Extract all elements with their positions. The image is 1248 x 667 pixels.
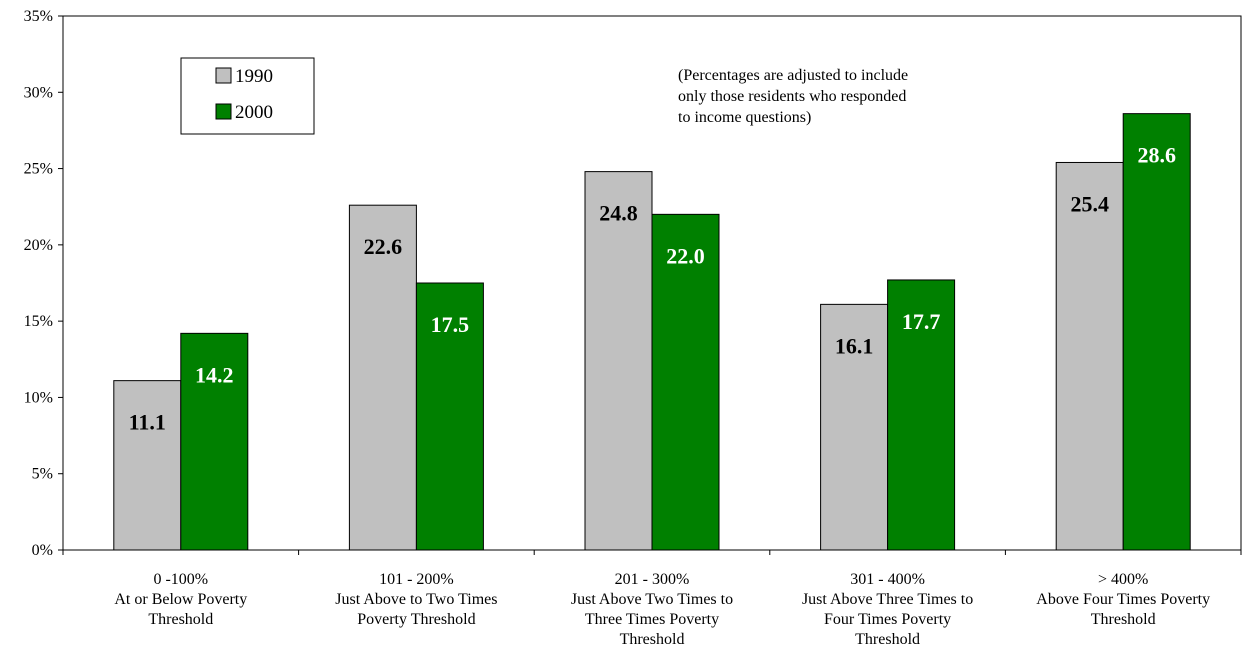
- category-label-line: Threshold: [1091, 611, 1156, 628]
- legend-swatch: [215, 103, 232, 120]
- category-label-line: At or Below Poverty: [114, 591, 247, 608]
- value-label-2000: 22.0: [666, 243, 705, 268]
- y-axis: 0% 5% 10% 15% 20% 25% 30% 35%: [24, 8, 63, 559]
- bar-1990: [1055, 161, 1124, 551]
- category-label-line: Threshold: [855, 631, 920, 648]
- legend: 1990 2000: [180, 57, 315, 135]
- bar-1990: [584, 171, 653, 551]
- category-label-line: Just Above Three Times to: [802, 591, 973, 608]
- bar-2000: [415, 282, 484, 551]
- bar-2000: [1122, 113, 1191, 551]
- annotation-text: (Percentages are adjusted to include only…: [678, 67, 908, 126]
- y-tick-label: 25%: [24, 161, 53, 178]
- category-label-line: Above Four Times Poverty: [1036, 591, 1210, 608]
- category-label-line: Four Times Poverty: [824, 611, 951, 628]
- y-tick-label: 5%: [32, 466, 53, 483]
- legend-label: 1990: [235, 66, 273, 87]
- value-labels: 11.1 22.6 24.8 16.1 25.4 14.2 17.5 22.0 17.7 28.6: [129, 143, 1176, 435]
- bar-1990: [820, 303, 889, 551]
- category-label-line: 301 - 400%: [850, 571, 925, 588]
- y-tick-label: 30%: [24, 84, 53, 101]
- y-tick-label: 20%: [24, 237, 53, 254]
- value-label-2000: 17.5: [431, 312, 470, 337]
- category-label-line: Three Times Poverty: [585, 611, 719, 628]
- annotation-line: to income questions): [678, 109, 811, 126]
- y-tick-label: 35%: [24, 8, 53, 25]
- value-label-1990: 22.6: [364, 234, 403, 259]
- y-tick-label: 15%: [24, 313, 53, 330]
- value-label-2000: 14.2: [195, 362, 234, 387]
- category-label-line: 201 - 300%: [615, 571, 690, 588]
- annotation: (Percentages are adjusted to include only…: [678, 67, 908, 126]
- y-tick-label: 0%: [32, 542, 53, 559]
- value-label-1990: 24.8: [599, 201, 638, 226]
- value-label-1990: 16.1: [835, 333, 874, 358]
- legend-box: [180, 57, 315, 135]
- category-label: 101 - 200% Just Above to Two Times Poverty…: [335, 571, 497, 628]
- bar-1990: [113, 380, 182, 551]
- legend-swatch: [215, 67, 232, 84]
- value-label-2000: 17.7: [902, 309, 941, 334]
- legend-label: 2000: [235, 102, 273, 123]
- value-label-1990: 25.4: [1070, 191, 1109, 216]
- category-label-line: 101 - 200%: [379, 571, 454, 588]
- category-label-line: Just Above Two Times to: [571, 591, 733, 608]
- category-label-line: > 400%: [1098, 571, 1148, 588]
- category-label-line: Just Above to Two Times: [335, 591, 497, 608]
- category-label-line: Threshold: [620, 631, 685, 648]
- category-label: 201 - 300% Just Above Two Times to Three T…: [571, 571, 733, 648]
- value-label-2000: 28.6: [1137, 143, 1176, 168]
- category-label-line: Poverty Threshold: [357, 611, 475, 628]
- category-label: 301 - 400% Just Above Three Times to Four …: [802, 571, 973, 648]
- category-label-line: Threshold: [148, 611, 213, 628]
- annotation-line: (Percentages are adjusted to include: [678, 67, 908, 84]
- category-label-line: 0 -100%: [153, 571, 208, 588]
- x-axis: 0 -100% At or Below Poverty Threshold 101 -…: [62, 550, 1242, 648]
- value-label-1990: 11.1: [129, 410, 166, 435]
- bars: [113, 113, 1191, 551]
- bar-1990: [348, 204, 417, 551]
- bar-2000: [180, 332, 249, 551]
- y-tick-label: 10%: [24, 389, 53, 406]
- category-label: 0 -100% At or Below Poverty Threshold: [114, 571, 247, 628]
- bar-2000: [887, 279, 956, 551]
- category-label: > 400% Above Four Times Poverty Threshold: [1036, 571, 1210, 628]
- bar-2000: [651, 213, 720, 551]
- annotation-line: only those residents who responded: [678, 88, 906, 105]
